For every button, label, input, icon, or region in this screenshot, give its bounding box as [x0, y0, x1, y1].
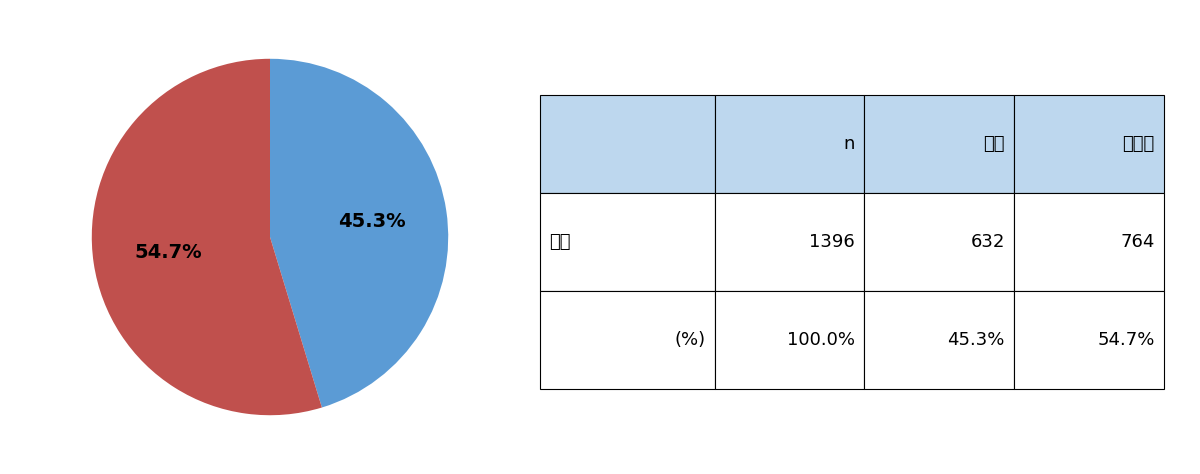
Bar: [715, 95, 864, 193]
Wedge shape: [270, 59, 449, 408]
Text: (%): (%): [674, 331, 706, 349]
Text: 45.3%: 45.3%: [338, 212, 406, 231]
Wedge shape: [91, 59, 322, 415]
Bar: [864, 95, 1014, 193]
Text: 764: 764: [1121, 233, 1154, 251]
Text: 総数: 総数: [550, 233, 571, 251]
Bar: [1014, 193, 1164, 291]
Bar: [864, 193, 1014, 291]
Text: 100.0%: 100.0%: [787, 331, 856, 349]
Text: いいえ: いいえ: [1122, 135, 1154, 153]
Text: 54.7%: 54.7%: [1097, 331, 1154, 349]
Text: n: n: [844, 135, 856, 153]
Bar: [540, 291, 715, 389]
Text: はい: はい: [983, 135, 1004, 153]
Bar: [1014, 95, 1164, 193]
Text: 632: 632: [971, 233, 1004, 251]
Bar: [540, 95, 715, 193]
Bar: [864, 291, 1014, 389]
Bar: [715, 291, 864, 389]
Bar: [540, 193, 715, 291]
Text: 1396: 1396: [809, 233, 856, 251]
Bar: [715, 193, 864, 291]
Text: 45.3%: 45.3%: [948, 331, 1004, 349]
Text: 54.7%: 54.7%: [134, 243, 202, 262]
Bar: [1014, 291, 1164, 389]
